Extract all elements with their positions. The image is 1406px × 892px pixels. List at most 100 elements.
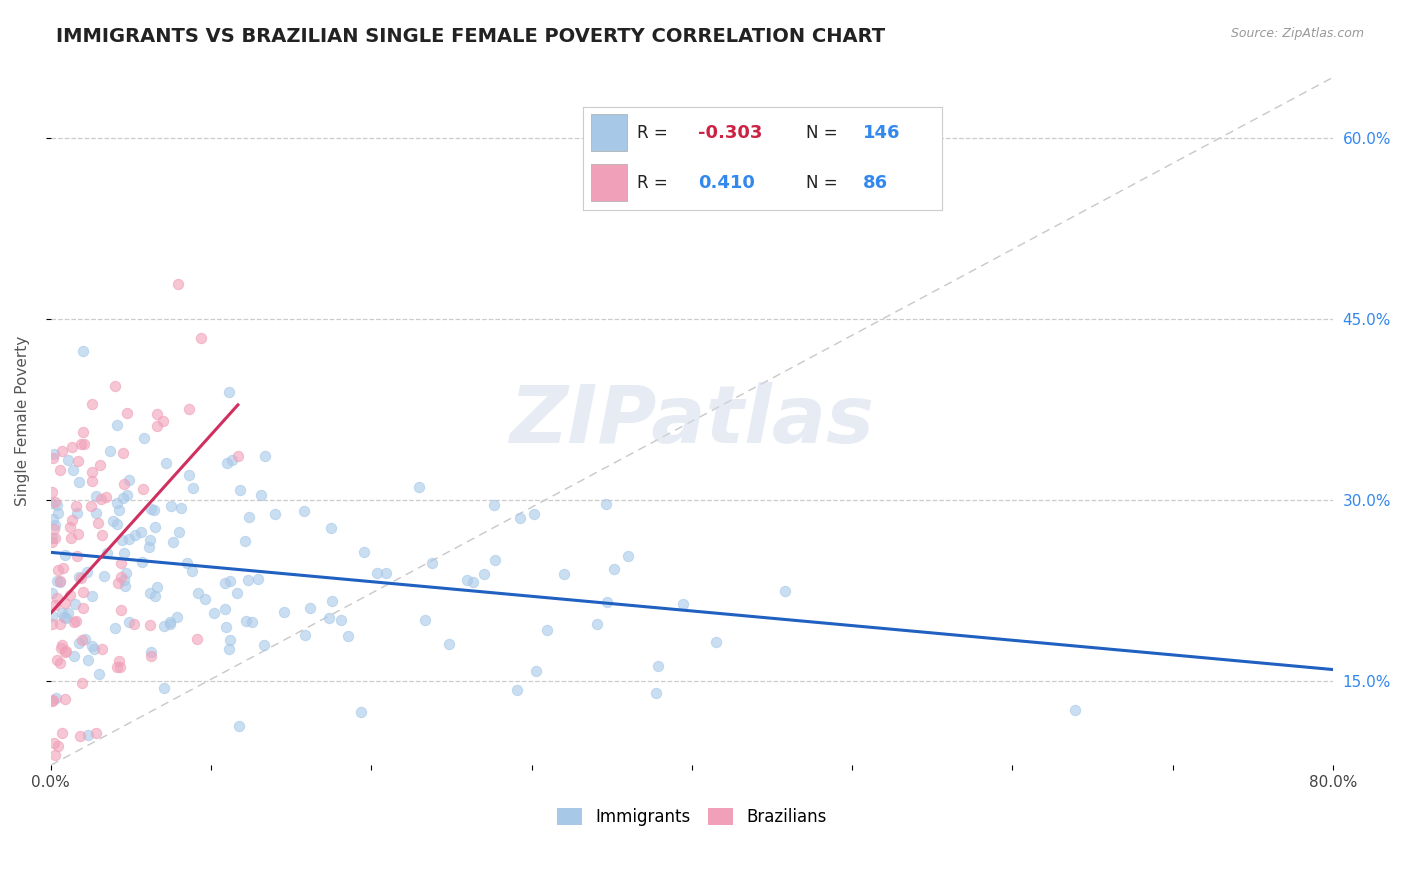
Point [139, 618, 162, 632]
Point [159, 617, 181, 632]
Point [44, 598, 66, 612]
Point [141, 501, 163, 516]
Point [42, 447, 65, 461]
Point [69, 436, 91, 450]
Point [41, 450, 63, 465]
Point [73, 632, 96, 647]
Point [461, 575, 484, 590]
Point [706, 635, 728, 649]
Point [111, 491, 134, 505]
Point [87, 666, 110, 681]
Point [42, 512, 65, 526]
Text: R =: R = [637, 124, 668, 142]
Point [46, 591, 69, 605]
Point [176, 556, 198, 570]
Point [553, 567, 575, 582]
Point [52, 560, 75, 574]
Point [59, 531, 82, 545]
Point [603, 562, 626, 576]
Text: Source: ZipAtlas.com: Source: ZipAtlas.com [1230, 27, 1364, 40]
Point [596, 595, 619, 609]
Point [67, 636, 90, 650]
Point [129, 525, 152, 540]
Point [141, 648, 163, 663]
Point [80, 466, 103, 480]
Point [72, 425, 94, 439]
Point [46, 653, 69, 667]
Point [138, 541, 160, 555]
Point [66, 549, 89, 563]
Point [170, 500, 193, 515]
Point [80, 396, 103, 410]
Point [105, 660, 128, 674]
Point [44, 531, 66, 545]
Point [114, 579, 136, 593]
Point [87, 516, 110, 530]
Point [56, 453, 79, 467]
Point [143, 520, 166, 534]
Point [408, 480, 430, 494]
Point [45, 498, 67, 512]
Point [60, 440, 83, 454]
Point [72, 601, 94, 615]
Point [246, 572, 269, 586]
Point [617, 549, 640, 563]
Point [83, 642, 105, 657]
Point [221, 453, 243, 467]
Point [202, 607, 225, 621]
Point [51, 639, 73, 653]
Point [318, 611, 340, 625]
Point [226, 449, 249, 463]
Point [214, 575, 236, 590]
Point [118, 532, 141, 546]
Point [155, 456, 177, 470]
Point [215, 620, 238, 634]
Point [329, 613, 352, 627]
Point [46, 739, 69, 753]
Point [84, 726, 107, 740]
Point [177, 467, 200, 482]
Point [152, 414, 174, 428]
Point [108, 660, 131, 674]
Point [55, 611, 77, 625]
Point [228, 719, 250, 733]
Point [70, 676, 93, 690]
Point [66, 506, 89, 520]
Point [53, 691, 76, 706]
Point [143, 503, 166, 517]
Point [181, 564, 204, 578]
Point [595, 497, 617, 511]
Text: ZIPatlas: ZIPatlas [509, 383, 875, 460]
Point [214, 602, 236, 616]
Point [65, 614, 87, 628]
Point [194, 591, 217, 606]
Y-axis label: Single Female Poverty: Single Female Poverty [15, 336, 30, 507]
Point [122, 617, 145, 632]
Point [294, 504, 316, 518]
Point [82, 589, 104, 603]
Point [105, 516, 128, 531]
Point [111, 533, 134, 547]
Point [456, 573, 478, 587]
Point [69, 571, 91, 585]
Point [104, 621, 127, 635]
Point [80, 639, 103, 653]
Point [90, 492, 112, 507]
Point [238, 510, 260, 524]
Point [235, 614, 257, 628]
Point [219, 632, 242, 647]
Point [94, 490, 117, 504]
Text: IMMIGRANTS VS BRAZILIAN SINGLE FEMALE POVERTY CORRELATION CHART: IMMIGRANTS VS BRAZILIAN SINGLE FEMALE PO… [56, 27, 886, 45]
Point [321, 594, 343, 608]
Point [139, 645, 162, 659]
Point [110, 557, 132, 571]
Point [366, 566, 388, 581]
Point [46, 574, 69, 589]
Point [225, 586, 247, 600]
Point [110, 569, 132, 583]
Point [51, 726, 73, 740]
Point [42, 522, 65, 536]
Point [420, 557, 443, 571]
Point [253, 638, 276, 652]
Point [321, 521, 343, 535]
